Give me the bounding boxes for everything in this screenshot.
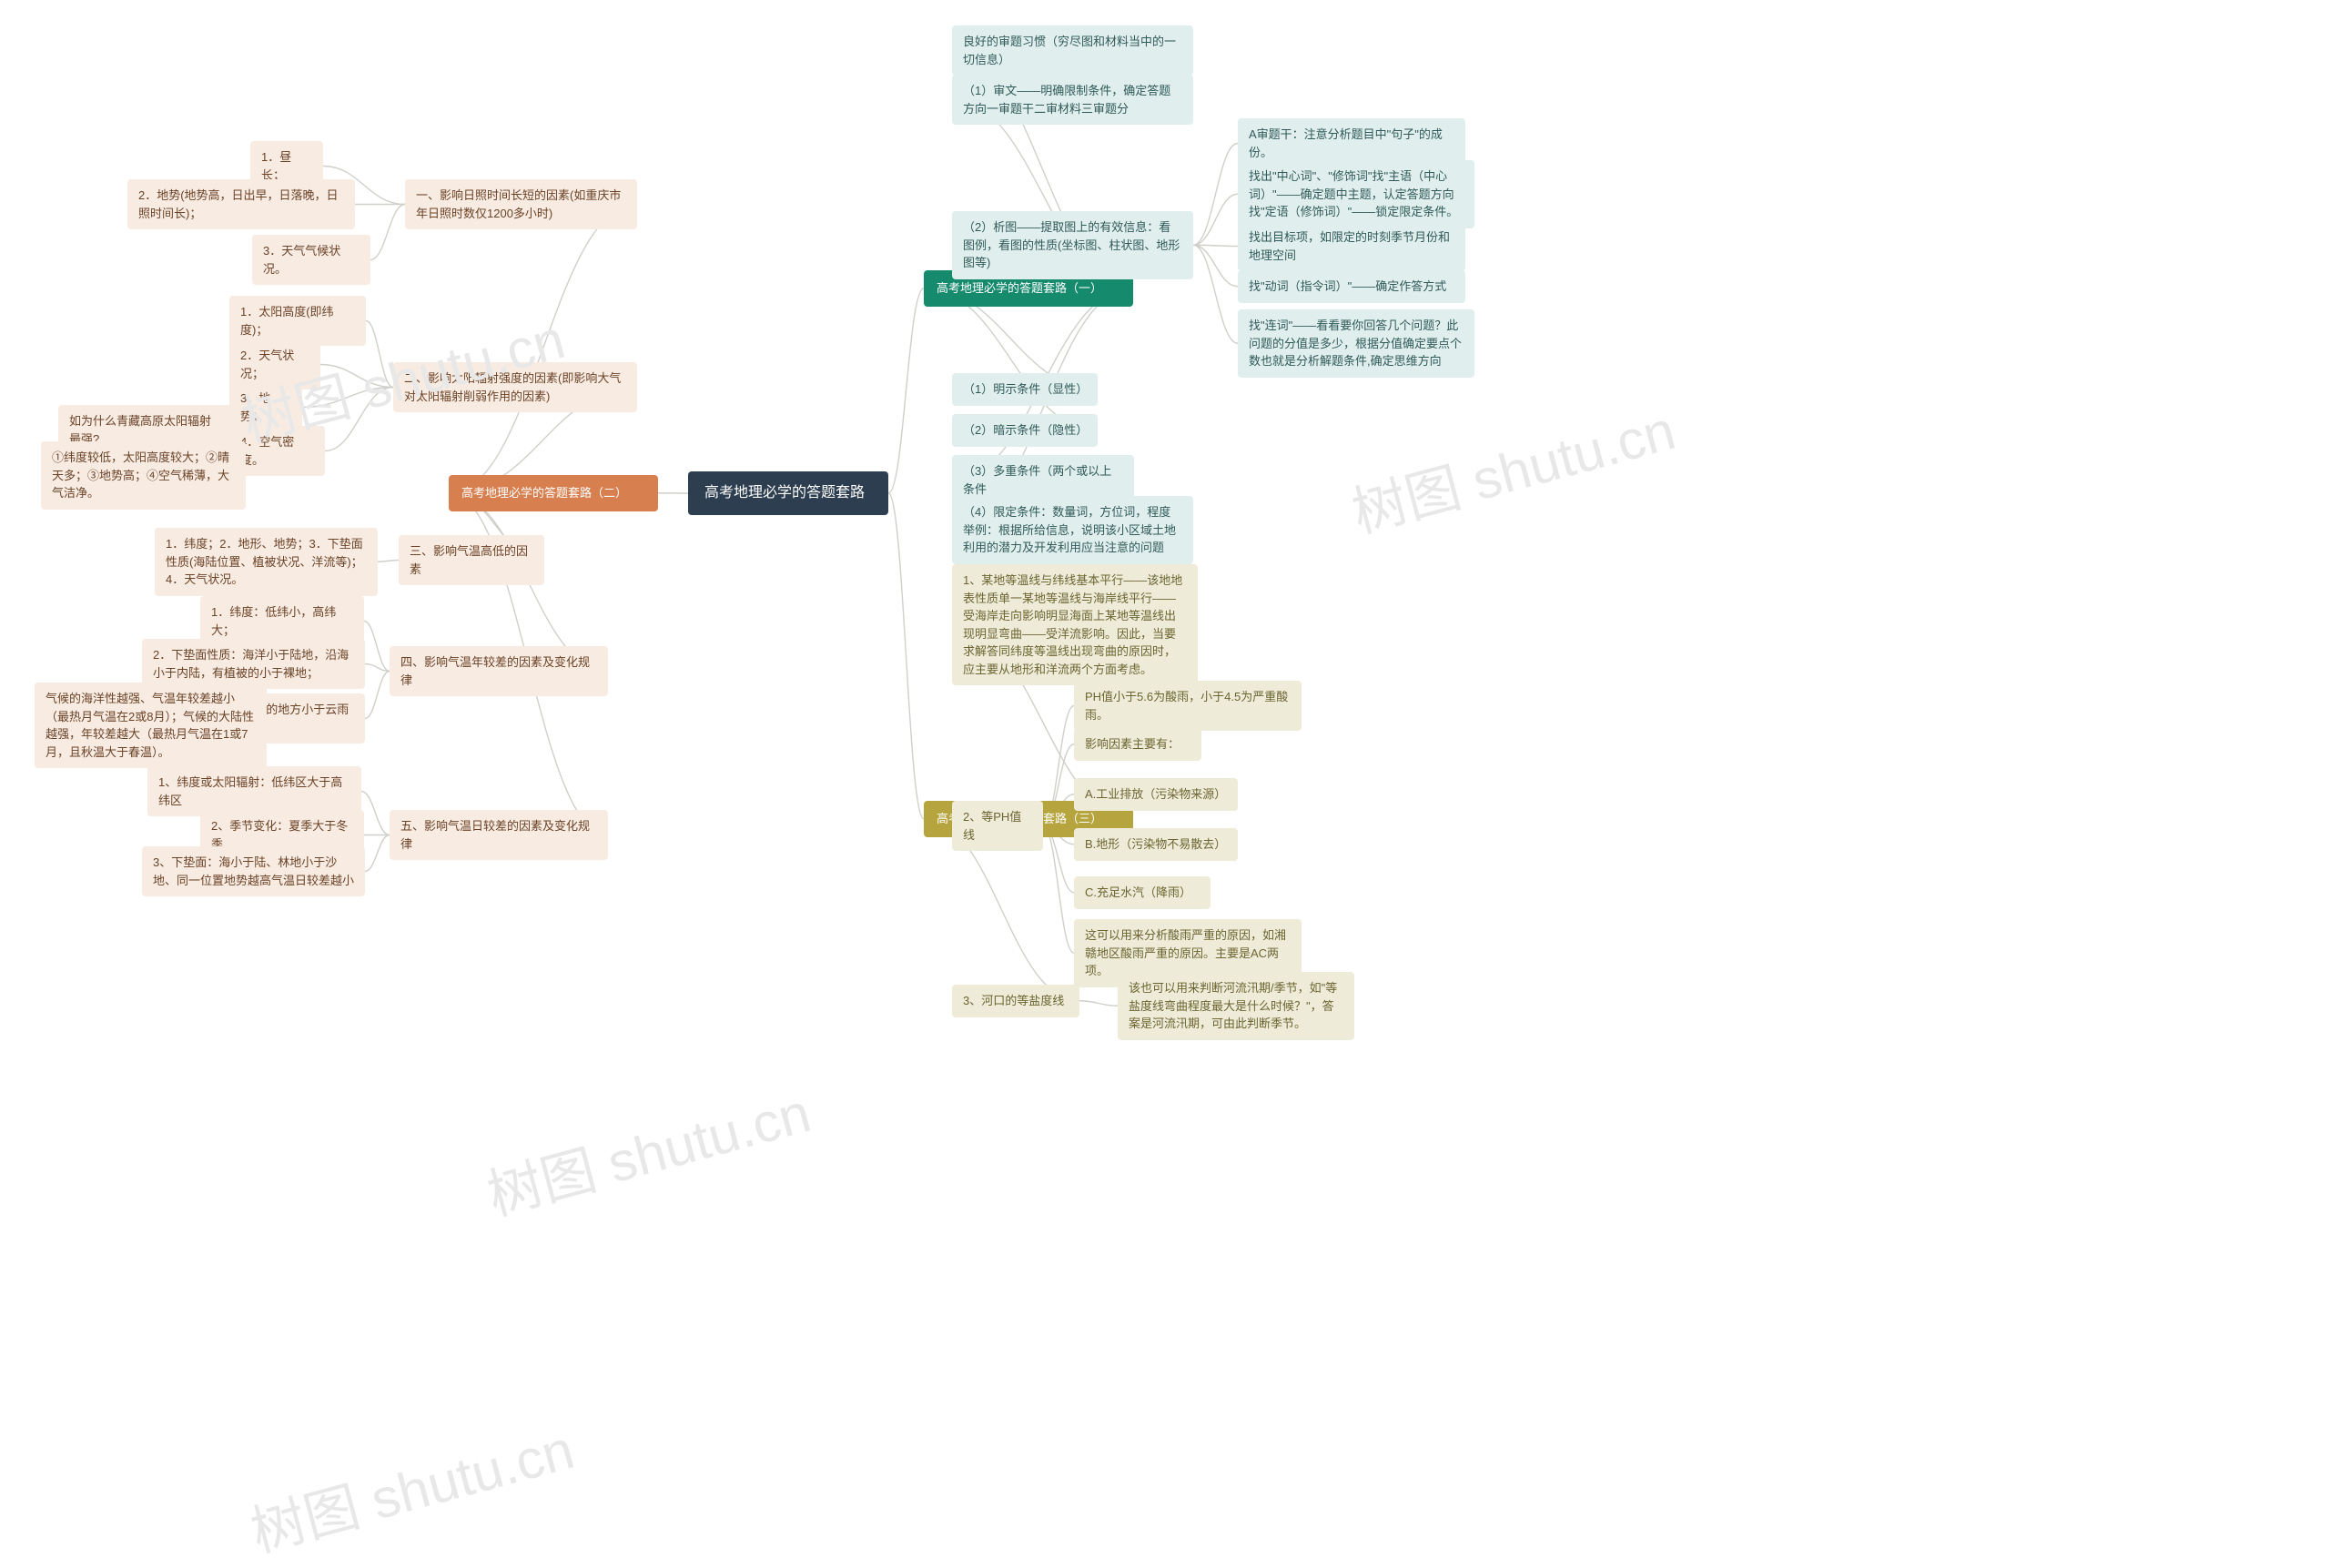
node-b2_s2_4b: ①纬度较低，太阳高度较大；②晴天多；③地势高；④空气稀薄，大气洁净。 bbox=[41, 441, 246, 510]
edge bbox=[1193, 194, 1238, 245]
node-b3_s2_e: C.充足水汽（降雨） bbox=[1074, 876, 1211, 909]
node-b1_s3_b: 找出"中心词"、"修饰词"找"主语（中心词）"——确定题中主题，认定答题方向找"… bbox=[1238, 160, 1474, 228]
node-b2_s4_2: 2．下垫面性质：海洋小于陆地，沿海小于内陆，有植被的小于裸地； bbox=[142, 639, 365, 689]
node-b2_s5: 五、影响气温日较差的因素及变化规律 bbox=[390, 810, 608, 860]
edge bbox=[1193, 144, 1238, 246]
node-b3_s2_b: 影响因素主要有： bbox=[1074, 728, 1201, 761]
node-b1_s3: （2）析图——提取图上的有效信息：看图例，看图的性质(坐标图、柱状图、地形图等) bbox=[952, 211, 1193, 279]
edge bbox=[325, 388, 393, 451]
node-b3_s2_d: B.地形（污染物不易散去） bbox=[1074, 828, 1238, 861]
edge bbox=[924, 288, 1098, 430]
edge bbox=[1079, 1001, 1118, 1007]
node-b1_s3_d: 找"动词（指令词）"——确定作答方式 bbox=[1238, 270, 1465, 303]
node-b2_s5_1: 1、纬度或太阳辐射：低纬区大于高纬区 bbox=[147, 766, 361, 816]
node-b1_s3_c: 找出目标项，如限定的时刻季节月份和地理空间 bbox=[1238, 221, 1465, 271]
edge bbox=[365, 835, 390, 872]
node-b2_s4: 四、影响气温年较差的因素及变化规律 bbox=[390, 646, 608, 696]
edge bbox=[1193, 245, 1238, 343]
node-b2_s5_3: 3、下垫面：海小于陆、林地小于沙地、同一位置地势越高气温日较差越小 bbox=[142, 846, 365, 896]
edge bbox=[1193, 245, 1238, 287]
edge bbox=[449, 205, 637, 493]
edge bbox=[888, 493, 924, 819]
node-b1_s2: （1）审文——明确限制条件，确定答题方向一审题干二审材料三审题分 bbox=[952, 75, 1193, 125]
node-b1_s3_e: 找"连词"——看看要你回答几个问题？此问题的分值是多少，根据分值确定要点个数也就… bbox=[1238, 309, 1474, 378]
node-b2_s2_1: 1．太阳高度(即纬度)； bbox=[229, 296, 366, 346]
node-b2_s3_1: 1．纬度；2．地形、地势；3．下垫面性质(海陆位置、植被状况、洋流等)；4．天气… bbox=[155, 528, 378, 596]
edge bbox=[888, 288, 924, 493]
node-b2_s1_3: 3．天气气候状况。 bbox=[252, 235, 370, 285]
node-b2_s1: 一、影响日照时间长短的因素(如重庆市年日照时数仅1200多小时) bbox=[405, 179, 637, 229]
node-b2: 高考地理必学的答题套路（二） bbox=[449, 475, 658, 511]
node-b3_s2_a: PH值小于5.6为酸雨，小于4.5为严重酸雨。 bbox=[1074, 681, 1302, 731]
node-b1_s5: （2）暗示条件（隐性） bbox=[952, 414, 1098, 447]
node-b2_s2: 二、影响太阳辐射强度的因素(即影响大气对太阳辐射削弱作用的因素) bbox=[393, 362, 637, 412]
node-b2_s4_3a: 气候的海洋性越强、气温年较差越小（最热月气温在2或8月）；气候的大陆性越强，年较… bbox=[35, 683, 267, 768]
node-b3_s3_a: 该也可以用来判断河流汛期/季节，如"等盐度线弯曲程度最大是什么时候？"，答案是河… bbox=[1118, 972, 1354, 1040]
node-b1_s4: （1）明示条件（显性） bbox=[952, 373, 1098, 406]
edge bbox=[378, 561, 399, 562]
edge bbox=[1193, 245, 1238, 246]
node-b3_s1: 1、某地等温线与纬线基本平行——该地地表性质单一某地等温线与海岸线平行——受海岸… bbox=[952, 564, 1198, 685]
edge bbox=[302, 388, 393, 408]
node-b3_s2: 2、等PH值线 bbox=[952, 801, 1043, 851]
node-b2_s2_3: 3．地势； bbox=[229, 382, 302, 432]
node-b3_s2_c: A.工业排放（污染物来源） bbox=[1074, 778, 1238, 811]
node-b3_s3: 3、河口的等盐度线 bbox=[952, 985, 1079, 1017]
edge bbox=[361, 792, 390, 835]
edge bbox=[366, 321, 393, 388]
node-root: 高考地理必学的答题套路 bbox=[688, 471, 888, 515]
edge bbox=[365, 672, 390, 719]
node-b2_s3: 三、影响气温高低的因素 bbox=[399, 535, 544, 585]
edge bbox=[370, 205, 405, 260]
node-b2_s1_2: 2．地势(地势高，日出早，日落晚，日照时间长)； bbox=[127, 179, 355, 229]
node-b1_s7: （4）限定条件：数量词，方位词，程度举例：根据所给信息，说明该小区域土地利用的潜… bbox=[952, 496, 1193, 564]
node-b1_s1: 良好的审题习惯（穷尽图和材料当中的一切信息） bbox=[952, 25, 1193, 76]
